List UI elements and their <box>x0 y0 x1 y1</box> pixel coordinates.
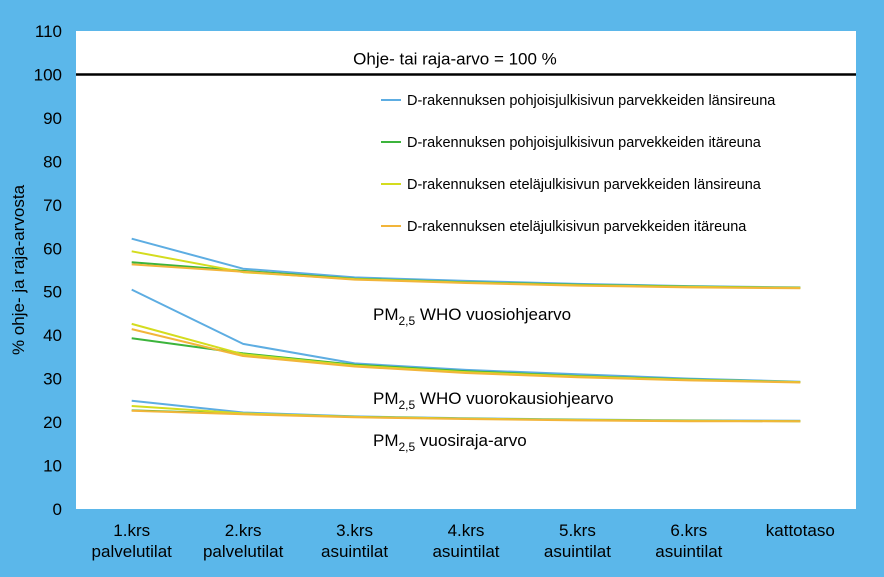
x-tick-label: 4.krs asuintilat <box>432 521 499 561</box>
series-line-g3-s4 <box>131 409 801 423</box>
x-tick-label: 3.krs asuintilat <box>321 521 388 561</box>
legend-label: D-rakennuksen eteläjulkisivun parvekkeid… <box>407 177 762 193</box>
group-annotation: PM2,5 vuosiraja-arvo <box>373 431 527 454</box>
x-tick-label: 5.krs asuintilat <box>544 521 611 561</box>
x-tick-label: 1.krs palvelutilat <box>92 521 173 561</box>
y-tick-label: 100 <box>34 65 62 84</box>
y-tick-label: 40 <box>43 326 62 345</box>
x-axis: 1.krs palvelutilat 2.krs palvelutilat 3.krs a… <box>92 521 835 561</box>
legend-label: D-rakennuksen pohjoisjulkisivun parvekke… <box>407 135 762 151</box>
series-line-g1-s4 <box>131 263 801 290</box>
y-tick-label: 0 <box>53 500 62 519</box>
series-layer <box>131 237 801 423</box>
y-tick-label: 20 <box>43 413 62 432</box>
y-tick-label: 110 <box>35 22 62 41</box>
reference-line-label: Ohje- tai raja-arvo = 100 % <box>353 49 557 68</box>
legend-label: D-rakennuksen pohjoisjulkisivun parvekke… <box>407 93 776 109</box>
y-tick-label: 30 <box>43 370 62 389</box>
y-tick-label: 50 <box>43 283 62 302</box>
x-tick-label: 2.krs palvelutilat <box>203 521 284 561</box>
y-tick-label: 60 <box>43 239 62 258</box>
y-tick-label: 80 <box>43 152 62 171</box>
x-tick-label: kattotaso <box>766 521 835 540</box>
y-axis: 0 10 20 30 40 50 60 70 80 90 100 110 <box>34 22 62 519</box>
y-tick-label: 90 <box>43 109 62 128</box>
group-annotation: PM2,5 WHO vuosiohjearvo <box>373 305 571 328</box>
series-line-g2-s4 <box>131 328 801 384</box>
x-tick-label: 6.krs asuintilat <box>655 521 722 561</box>
legend: D-rakennuksen pohjoisjulkisivun parvekke… <box>381 93 776 235</box>
y-tick-label: 10 <box>43 457 62 476</box>
y-tick-label: 70 <box>43 196 62 215</box>
annotations: PM2,5 WHO vuosiohjearvo PM2,5 WHO vuoroka… <box>373 305 614 454</box>
y-axis-label: % ohje- ja raja-arvosta <box>9 184 28 355</box>
legend-label: D-rakennuksen eteläjulkisivun parvekkeid… <box>407 219 747 235</box>
group-annotation: PM2,5 WHO vuorokausiohjearvo <box>373 389 614 412</box>
